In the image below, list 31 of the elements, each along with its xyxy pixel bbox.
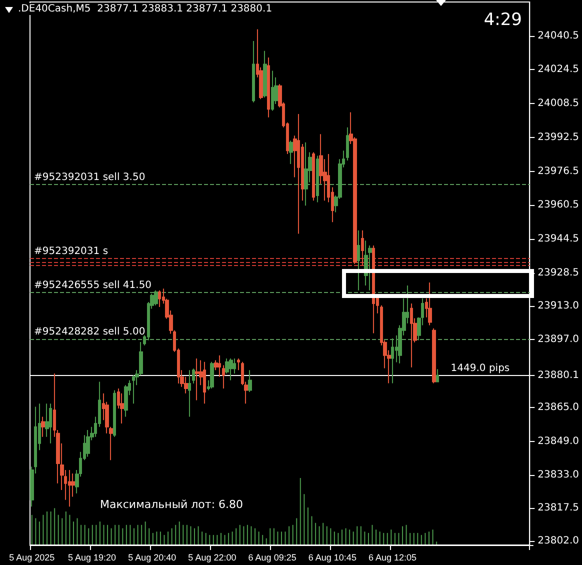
ref-line-label: #952428282 sell 5.00 (34, 326, 146, 338)
y-tick-label: 24040.5 (538, 30, 580, 42)
ref-line-label: 1449.0 pips (450, 362, 510, 374)
chart-title: .DE40Cash,M5 23877.1 23883.1 23877.1 23880.1 (18, 4, 272, 14)
y-tick-label: 23992.5 (538, 132, 580, 143)
x-tick-label: 5 Aug 19:20 (68, 552, 116, 562)
y-tick-label: 24024.5 (538, 64, 580, 76)
y-tick-label: 23880.1 (538, 370, 580, 381)
y-tick-label: 23865.0 (538, 402, 580, 413)
y-tick-label: 23913.0 (538, 300, 580, 312)
x-tick-label: 6 Aug 09:25 (248, 552, 296, 562)
y-tick-label: 23849.0 (538, 436, 580, 447)
x-tick-label: 6 Aug 12:05 (368, 552, 417, 562)
y-tick-label: 23817.5 (538, 502, 580, 514)
y-tick-label: 23960.5 (538, 200, 580, 211)
x-tick-label: 5 Aug 22:00 (188, 552, 236, 562)
annotation: 4:29 (484, 10, 522, 30)
y-tick-label: 24008.5 (538, 98, 580, 110)
y-tick-label: 23928.5 (538, 267, 580, 278)
ref-line-label: #952392031 sell 3.50 (34, 172, 146, 183)
y-tick-label: 23833.0 (538, 470, 580, 481)
x-tick-label: 6 Aug 10:45 (308, 552, 356, 562)
y-tick-label: 23976.5 (538, 166, 580, 177)
annotation: Максимальный лот: 6.80 (100, 498, 244, 511)
y-tick-label: 23802.0 (538, 535, 580, 546)
x-tick-label: 5 Aug 20:40 (128, 552, 176, 562)
ref-line-label: #952426555 sell 41.50 (34, 280, 152, 291)
ref-line-label: #952392031 s (34, 246, 108, 257)
y-tick-label: 23897.0 (538, 334, 580, 346)
x-tick-label: 5 Aug 2025 (9, 552, 55, 562)
y-tick-label: 23944.5 (538, 234, 580, 245)
